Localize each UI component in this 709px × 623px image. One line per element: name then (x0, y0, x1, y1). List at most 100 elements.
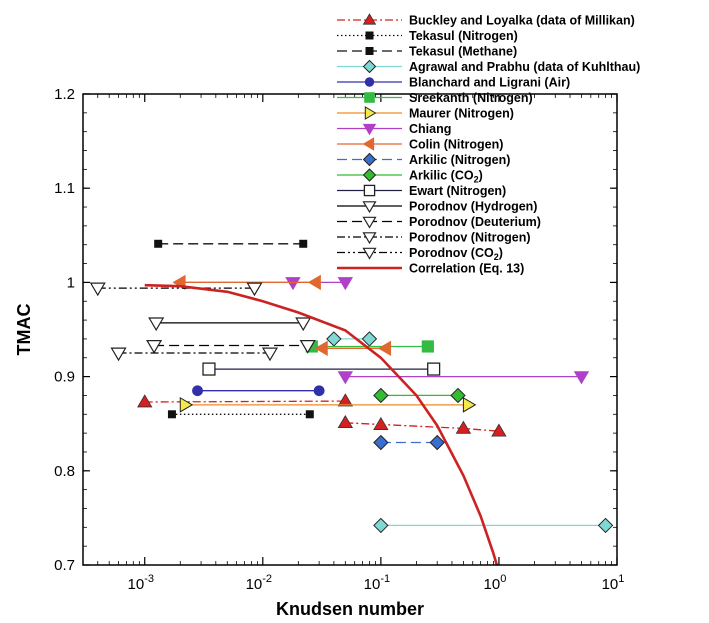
data-point (421, 340, 434, 353)
data-point (295, 317, 312, 332)
x-axis-title: Knudsen number (276, 599, 424, 619)
series-group (326, 331, 614, 534)
series-line (144, 400, 346, 403)
series-group (373, 434, 445, 451)
legend-label: Blanchard and Ligrani (Air) (409, 76, 570, 90)
legend-label: Buckley and Loyalka (data of Millikan) (409, 14, 635, 28)
x-tick-label: 10-2 (246, 573, 272, 593)
data-point (154, 239, 163, 248)
legend-label: Sreekanth (Nitrogen) (409, 91, 533, 105)
data-point (573, 371, 590, 385)
legend-entry: Ewart (Nitrogen) (337, 184, 506, 198)
data-point (299, 239, 308, 248)
data-point (364, 77, 375, 87)
series-group (192, 385, 325, 397)
data-point (373, 416, 389, 430)
data-point (364, 92, 375, 103)
data-point (597, 517, 614, 534)
legend-entry: Blanchard and Ligrani (Air) (337, 76, 570, 90)
legend-label: Colin (Nitrogen) (409, 138, 503, 152)
legend-label: Porodnov (Deuterium) (409, 215, 541, 229)
x-tick-label: 100 (484, 573, 507, 593)
data-point (377, 340, 392, 357)
data-point (427, 362, 441, 376)
data-point (313, 385, 325, 397)
y-tick-label: 0.7 (54, 557, 75, 574)
data-point (462, 396, 477, 413)
legend-entry: Correlation (Eq. 13) (337, 262, 524, 276)
data-point (364, 106, 377, 120)
legend: Buckley and Loyalka (data of Millikan)Te… (337, 13, 640, 276)
legend-label: Ewart (Nitrogen) (409, 184, 506, 198)
data-point (362, 232, 377, 245)
legend-label: Porodnov (Nitrogen) (409, 231, 531, 245)
y-tick-label: 1.2 (54, 86, 75, 103)
legend-label: Arkilic (CO2) (409, 169, 483, 185)
series-group (179, 396, 477, 413)
plot-frame (82, 93, 618, 566)
y-axis-title: TMAC (14, 304, 34, 356)
data-point (363, 184, 376, 197)
data-point (362, 201, 377, 214)
data-point (167, 410, 176, 419)
data-point (261, 347, 279, 362)
y-tick-label: 0.9 (54, 369, 75, 386)
legend-label: Agrawal and Prabhu (data of Kuhlthau) (409, 60, 640, 74)
legend-entry: Colin (Nitrogen) (337, 137, 503, 152)
data-point (110, 347, 127, 362)
data-point (373, 387, 389, 404)
data-point (362, 152, 377, 167)
data-point (337, 371, 354, 385)
data-point (362, 123, 377, 136)
y-tick-label: 1 (67, 274, 75, 291)
data-point (179, 396, 194, 413)
series-group (154, 239, 308, 248)
data-point (337, 277, 354, 291)
data-point (314, 340, 328, 357)
data-point (326, 331, 342, 347)
data-point (305, 410, 314, 419)
data-point (285, 277, 301, 291)
data-point (146, 340, 163, 354)
data-point (365, 31, 374, 40)
data-point (450, 387, 466, 404)
legend-entry: Chiang (337, 122, 451, 136)
series-group (180, 277, 590, 385)
data-point (429, 434, 445, 451)
legend-label: Tekasul (Nitrogen) (409, 29, 518, 43)
legend-entry: Tekasul (Methane) (337, 45, 517, 59)
x-tick-label: 10-1 (364, 573, 390, 593)
legend-label: Chiang (409, 122, 451, 136)
legend-entry: Maurer (Nitrogen) (337, 106, 514, 121)
data-point (362, 216, 377, 229)
y-tick-label: 1.1 (54, 180, 75, 197)
data-point (362, 247, 377, 260)
series-group (167, 410, 314, 419)
legend-entry: Porodnov (Hydrogen) (337, 200, 537, 214)
legend-entry: Porodnov (CO2) (337, 246, 503, 262)
x-tick-label: 10-3 (128, 573, 154, 593)
series-group (110, 347, 279, 362)
series-group (89, 282, 263, 297)
data-point (362, 13, 377, 25)
data-point (362, 59, 377, 74)
legend-label: Correlation (Eq. 13) (409, 262, 524, 276)
data-point (337, 414, 354, 429)
data-point (373, 517, 389, 534)
data-point (307, 274, 321, 291)
legend-entry: Sreekanth (Nitrogen) (337, 91, 533, 105)
data-point (148, 317, 165, 332)
data-point (491, 423, 507, 437)
data-point (89, 282, 106, 297)
data-point (455, 420, 472, 434)
series-line (144, 283, 499, 566)
series-group (202, 362, 441, 376)
y-tick-label: 0.8 (54, 463, 75, 480)
legend-label: Maurer (Nitrogen) (409, 107, 514, 121)
data-point (337, 393, 354, 407)
series-group (146, 340, 316, 354)
x-tick-label: 101 (602, 573, 625, 593)
data-point (299, 340, 316, 354)
series-group (373, 387, 466, 404)
